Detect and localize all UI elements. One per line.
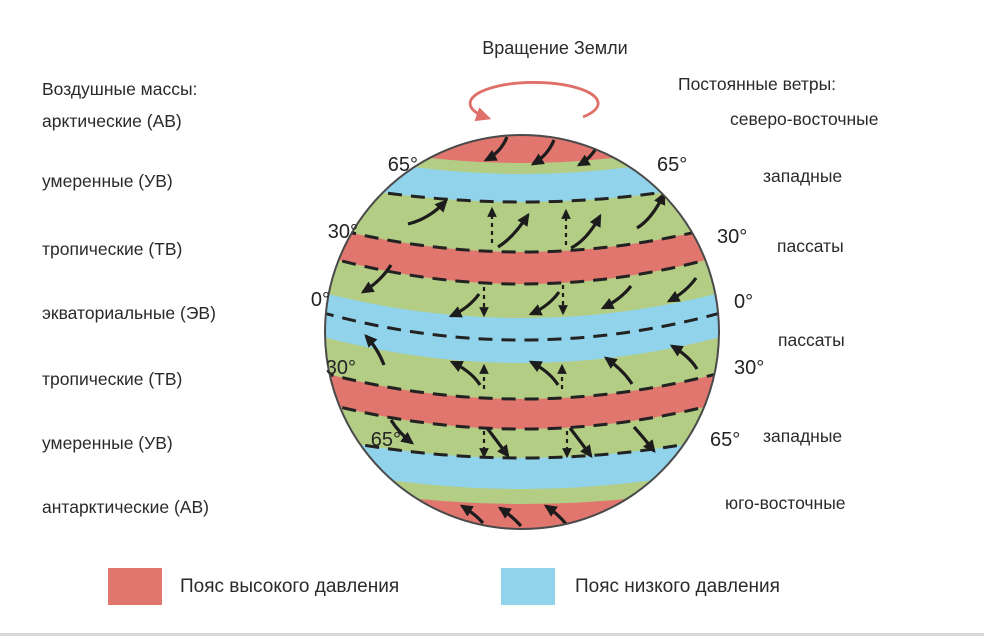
wind-arrow-westerly-s xyxy=(389,419,415,445)
wind-arrow-trade-s xyxy=(364,334,386,366)
wind-arrow-trade-n xyxy=(448,293,481,318)
pressure-band-equatorial-low xyxy=(325,292,719,363)
latitude-label-65s-left: 65° xyxy=(371,429,401,451)
latitude-labels: 65° 30° 0° 30° 65° 65° 30° 0° 30° 65° xyxy=(311,154,764,451)
winds-heading: Постоянные ветры: xyxy=(678,74,837,94)
legend-high-pressure-label: Пояс высокого давления xyxy=(180,575,400,597)
pressure-band-subtropical-high-north xyxy=(325,225,719,284)
diagram-title: Вращение Земли xyxy=(482,38,628,58)
vertical-flow-arrows xyxy=(479,206,572,459)
air-mass-arctic: арктические (АВ) xyxy=(42,111,182,131)
legend-low-pressure-label: Пояс низкого давления xyxy=(575,575,780,597)
wind-northeast: северо-восточные xyxy=(730,109,879,129)
latitude-line-30n-bottom xyxy=(325,253,719,286)
latitude-label-0-left: 0° xyxy=(311,289,330,311)
legend-low-pressure: Пояс низкого давления xyxy=(501,568,780,605)
wind-arrows xyxy=(360,136,699,528)
wind-westerlies-n: западные xyxy=(763,166,843,186)
wind-arrow-trade-n xyxy=(360,264,393,294)
latitude-label-65s-right: 65° xyxy=(710,429,740,451)
latitude-label-0-right: 0° xyxy=(734,291,753,313)
latitude-line-30s-top xyxy=(325,370,719,401)
wind-arrow-trade-s xyxy=(528,360,560,386)
air-mass-antarctic: антарктические (АВ) xyxy=(42,497,209,517)
latitude-label-65n-right: 65° xyxy=(657,154,687,176)
wind-arrow-trade-n xyxy=(528,291,561,316)
wind-arrow-westerly-n xyxy=(407,199,448,226)
latitude-line-30s-bottom xyxy=(325,400,719,431)
wind-trades-n: пассаты xyxy=(777,236,844,256)
pressure-band-subpolar-low-north xyxy=(325,150,719,202)
legend-high-pressure: Пояс высокого давления xyxy=(108,568,399,605)
air-mass-tropical-n: тропические (ТВ) xyxy=(42,239,183,259)
globe-outline xyxy=(324,134,720,530)
wind-trades-s: пассаты xyxy=(778,330,845,350)
wind-arrow-trade-s xyxy=(449,360,482,386)
wind-arrow-westerly-s xyxy=(632,425,656,454)
bottom-divider xyxy=(0,633,984,636)
latitude-line-equator xyxy=(325,310,719,342)
wind-arrow-trade-n xyxy=(666,277,698,303)
air-mass-temperate-s: умеренные (УВ) xyxy=(42,433,173,453)
high-pressure-swatch xyxy=(108,568,162,605)
latitude-label-30s-right: 30° xyxy=(734,357,764,379)
wind-arrow-polar-n xyxy=(530,139,556,166)
wind-arrow-polar-s xyxy=(497,506,523,528)
latitude-line-65s xyxy=(325,435,719,460)
wind-arrow-trade-n xyxy=(600,285,633,310)
globe xyxy=(325,135,719,529)
wind-arrow-westerly-n xyxy=(570,213,602,250)
rotation-arrow-icon xyxy=(468,81,600,122)
wind-arrow-polar-s xyxy=(459,504,485,525)
latitude-label-30s-left: 30° xyxy=(326,357,356,379)
wind-arrow-westerly-n xyxy=(636,191,666,230)
latitude-label-65n-left: 65° xyxy=(388,154,418,176)
wind-arrow-trade-s xyxy=(669,344,699,370)
air-mass-temperate-n: умеренные (УВ) xyxy=(42,171,173,191)
pressure-band-subtropical-high-south xyxy=(325,372,719,429)
air-mass-tropical-s: тропические (ТВ) xyxy=(42,369,183,389)
wind-westerlies-s: западные xyxy=(763,426,843,446)
wind-arrow-westerly-s xyxy=(485,427,510,459)
latitude-label-30n-left: 30° xyxy=(328,221,358,243)
wind-arrow-westerly-n xyxy=(497,212,530,249)
air-mass-equatorial: экваториальные (ЭВ) xyxy=(42,303,216,323)
wind-arrow-westerly-s xyxy=(568,427,593,459)
latitude-label-30n-right: 30° xyxy=(717,226,747,248)
latitude-line-30n-top xyxy=(325,223,719,254)
wind-arrow-polar-s xyxy=(543,504,568,526)
wind-southeast: юго-восточные xyxy=(725,493,846,513)
pressure-band-subpolar-low-south xyxy=(325,437,719,489)
air-masses-heading: Воздушные массы: xyxy=(42,79,198,99)
wind-arrow-polar-n xyxy=(483,136,509,162)
wind-arrow-trade-s xyxy=(603,356,634,385)
low-pressure-swatch xyxy=(501,568,555,605)
